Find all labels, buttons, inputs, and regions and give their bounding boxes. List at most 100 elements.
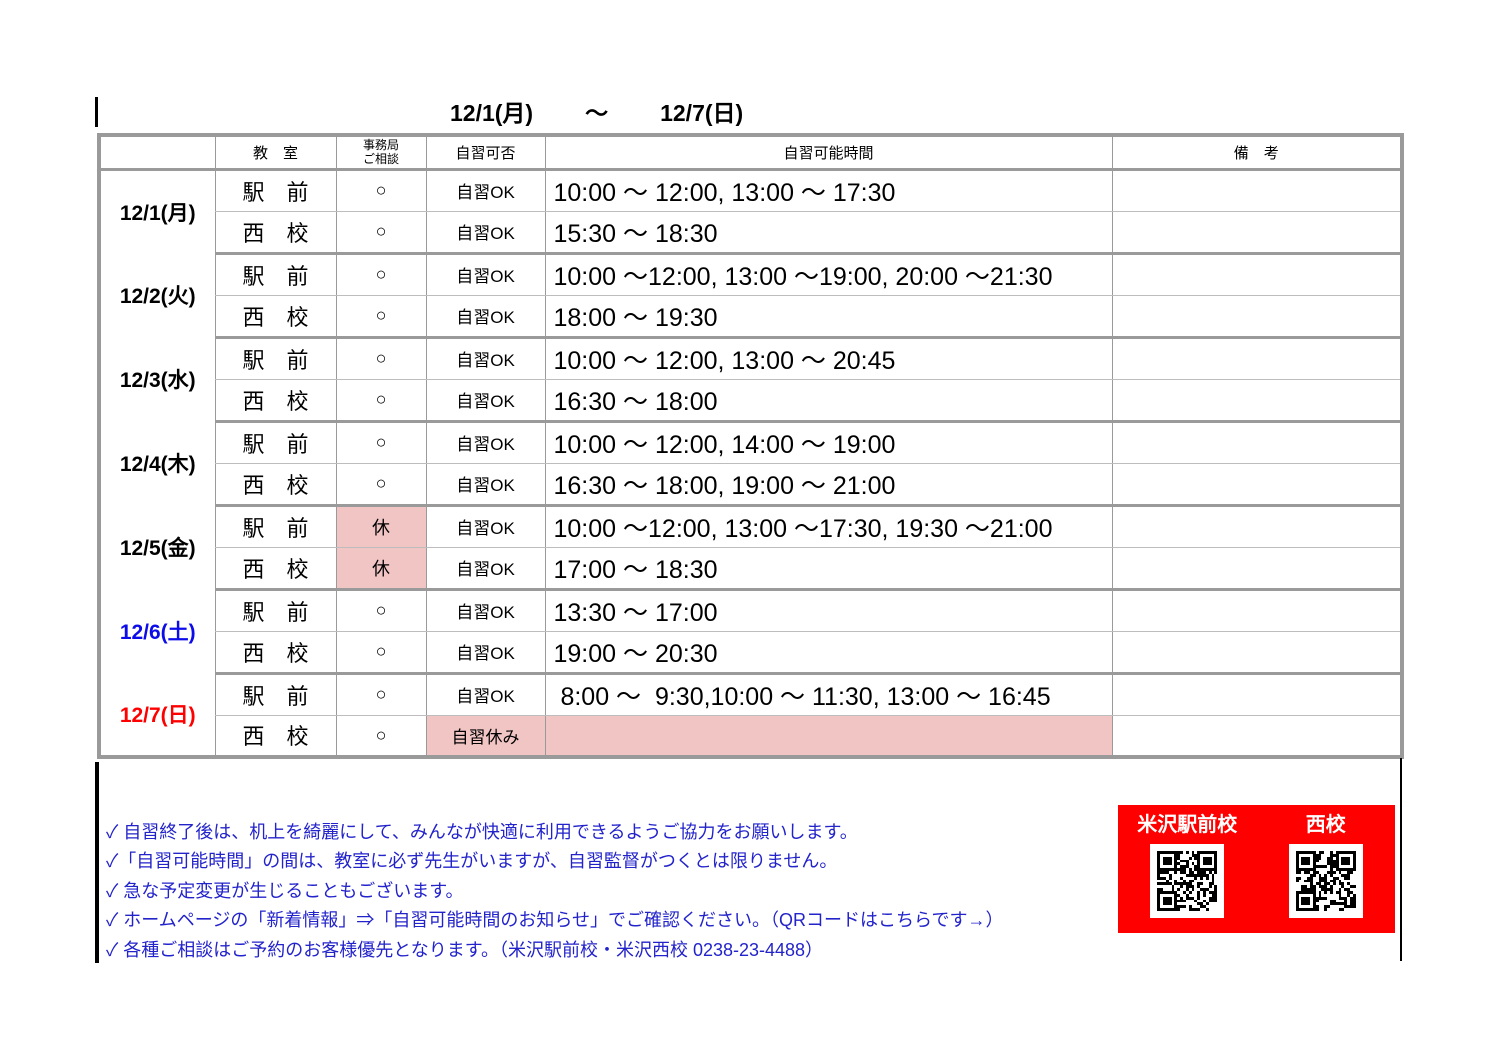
remarks-cell: [1111, 337, 1402, 380]
classroom-cell: 西 校: [214, 631, 336, 675]
availability-cell: 自習OK: [425, 463, 545, 507]
hours-cell: 18:00 ～ 19:30: [544, 295, 1112, 339]
classroom-cell: 駅 前: [214, 337, 336, 380]
date-cell: 12/2(火): [98, 253, 215, 337]
table-row: 西 校 休 自習OK 17:00 ～ 18:30: [99, 547, 1402, 591]
classroom-cell: 西 校: [214, 715, 336, 759]
remarks-cell: [1111, 253, 1402, 296]
hours-cell: 10:00 ～ 12:00, 13:00 ～ 17:30: [544, 169, 1112, 212]
office-closed-cell: 休: [335, 547, 426, 591]
availability-cell: 自習OK: [425, 631, 545, 675]
office-cell: ○: [335, 169, 426, 212]
classroom-cell: 西 校: [214, 547, 336, 591]
remarks-cell: [1111, 673, 1402, 716]
study-closed-cell: 自習休み: [425, 715, 545, 759]
availability-cell: 自習OK: [425, 379, 545, 423]
qr-code-nishiko: [1295, 851, 1356, 911]
date-range-title: 12/1(月) ～ 12/7(日): [450, 94, 743, 128]
header-classroom: 教 室: [214, 135, 336, 171]
hours-cell: 10:00 ～12:00, 13:00 ～17:30, 19:30 ～21:00: [544, 505, 1112, 548]
remarks-cell: [1111, 379, 1402, 423]
office-cell: ○: [335, 421, 426, 464]
availability-cell: 自習OK: [425, 211, 545, 255]
classroom-cell: 西 校: [214, 211, 336, 255]
remarks-cell: [1111, 547, 1402, 591]
header-remarks: 備 考: [1111, 135, 1402, 171]
date-cell: 12/5(金): [98, 505, 215, 589]
table-row: 12/3(水) 駅 前 ○ 自習OK 10:00 ～ 12:00, 13:00 …: [98, 337, 1402, 421]
table-row: 西 校 ○ 自習休み: [99, 715, 1402, 759]
tilde-separator: ～: [585, 100, 609, 126]
table-row: 西 校 ○ 自習OK 16:30 ～ 18:00, 19:00 ～ 21:00: [99, 463, 1402, 507]
availability-cell: 自習OK: [425, 253, 545, 296]
hours-cell: 19:00 ～ 20:30: [544, 631, 1112, 675]
hours-cell: 8:00 ～ 9:30,10:00 ～ 11:30, 13:00 ～ 16:45: [544, 673, 1112, 716]
office-cell: ○: [335, 211, 426, 255]
remarks-cell: [1111, 211, 1402, 255]
remarks-cell: [1111, 421, 1402, 464]
table-row: 12/1(月) 駅 前 ○ 自習OK 10:00 ～ 12:00, 13:00 …: [98, 169, 1402, 253]
remarks-cell: [1111, 505, 1402, 548]
hours-cell: 16:30 ～ 18:00: [544, 379, 1112, 423]
office-cell: ○: [335, 295, 426, 339]
hours-cell: 17:00 ～ 18:30: [544, 547, 1112, 591]
date-range-start: 12/1(月): [450, 100, 534, 126]
classroom-cell: 西 校: [214, 463, 336, 507]
header-office: 事務局 ご相談: [335, 135, 426, 171]
date-cell: 12/4(木): [98, 421, 215, 505]
availability-cell: 自習OK: [425, 673, 545, 716]
table-row: 12/4(木) 駅 前 ○ 自習OK 10:00 ～ 12:00, 14:00 …: [98, 421, 1402, 505]
date-cell: 12/3(水): [98, 337, 215, 421]
table-row: 12/5(金) 駅 前 休 自習OK 10:00 ～12:00, 13:00 ～…: [98, 505, 1402, 589]
schedule-table-wrap: 教 室 事務局 ご相談 自習可否 自習可能時間 備 考 12/1(月) 駅 前 …: [97, 133, 1404, 759]
table-row: 西 校 ○ 自習OK 16:30 ～ 18:00: [99, 379, 1402, 423]
header-hours: 自習可能時間: [544, 135, 1112, 171]
qr-code-ekimae: [1157, 851, 1218, 911]
office-cell: ○: [335, 337, 426, 380]
header-row: 教 室 事務局 ご相談 自習可否 自習可能時間 備 考: [98, 135, 1402, 171]
hours-cell: 10:00 ～ 12:00, 14:00 ～ 19:00: [544, 421, 1112, 464]
note-reservation-phone: ✓ 各種ご相談はご予約のお客様優先となります。（米沢駅前校・米沢西校 0238-…: [106, 939, 824, 960]
office-cell: ○: [335, 379, 426, 423]
availability-cell: 自習OK: [425, 421, 545, 464]
classroom-cell: 駅 前: [214, 253, 336, 296]
header-availability: 自習可否: [425, 135, 545, 171]
remarks-cell: [1111, 169, 1402, 212]
hours-cell: 10:00 ～12:00, 13:00 ～19:00, 20:00 ～21:30: [544, 253, 1112, 296]
office-closed-cell: 休: [335, 505, 426, 548]
hours-cell: 10:00 ～ 12:00, 13:00 ～ 20:45: [544, 337, 1112, 380]
table-row: 西 校 ○ 自習OK 19:00 ～ 20:30: [99, 631, 1402, 675]
classroom-cell: 駅 前: [214, 589, 336, 632]
date-range-end: 12/7(日): [660, 100, 744, 126]
office-cell: ○: [335, 673, 426, 716]
office-cell: ○: [335, 589, 426, 632]
classroom-cell: 駅 前: [214, 421, 336, 464]
schedule-table: 教 室 事務局 ご相談 自習可否 自習可能時間 備 考 12/1(月) 駅 前 …: [97, 133, 1404, 759]
availability-cell: 自習OK: [425, 169, 545, 212]
date-cell: 12/6(土): [98, 589, 215, 673]
availability-cell: 自習OK: [425, 589, 545, 632]
page-mark-top-left: [95, 97, 98, 127]
table-row: 12/6(土) 駅 前 ○ 自習OK 13:30 ～ 17:00: [98, 589, 1402, 673]
header-date: [98, 135, 215, 171]
classroom-cell: 西 校: [214, 295, 336, 339]
remarks-cell: [1111, 715, 1402, 759]
remarks-cell: [1111, 463, 1402, 507]
note-schedule-change: ✓ 急な予定変更が生じることもございます。: [106, 880, 464, 901]
office-cell: ○: [335, 463, 426, 507]
remarks-cell: [1111, 631, 1402, 675]
office-cell: ○: [335, 253, 426, 296]
hours-cell: 15:30 ～ 18:30: [544, 211, 1112, 255]
notes-list: ✓ 自習終了後は、机上を綺麗にして、みんなが快適に利用できるようご協力をお願いし…: [106, 816, 1004, 964]
classroom-cell: 駅 前: [214, 505, 336, 548]
date-cell: 12/1(月): [98, 169, 215, 253]
availability-cell: 自習OK: [425, 547, 545, 591]
availability-cell: 自習OK: [425, 295, 545, 339]
page-mark-bottom-right: [1400, 758, 1402, 961]
availability-cell: 自習OK: [425, 505, 545, 548]
classroom-cell: 駅 前: [214, 169, 336, 212]
table-row: 12/2(火) 駅 前 ○ 自習OK 10:00 ～12:00, 13:00 ～…: [98, 253, 1402, 337]
table-row: 西 校 ○ 自習OK 18:00 ～ 19:30: [99, 295, 1402, 339]
qr-section-nishiko: 西校: [1257, 805, 1396, 933]
